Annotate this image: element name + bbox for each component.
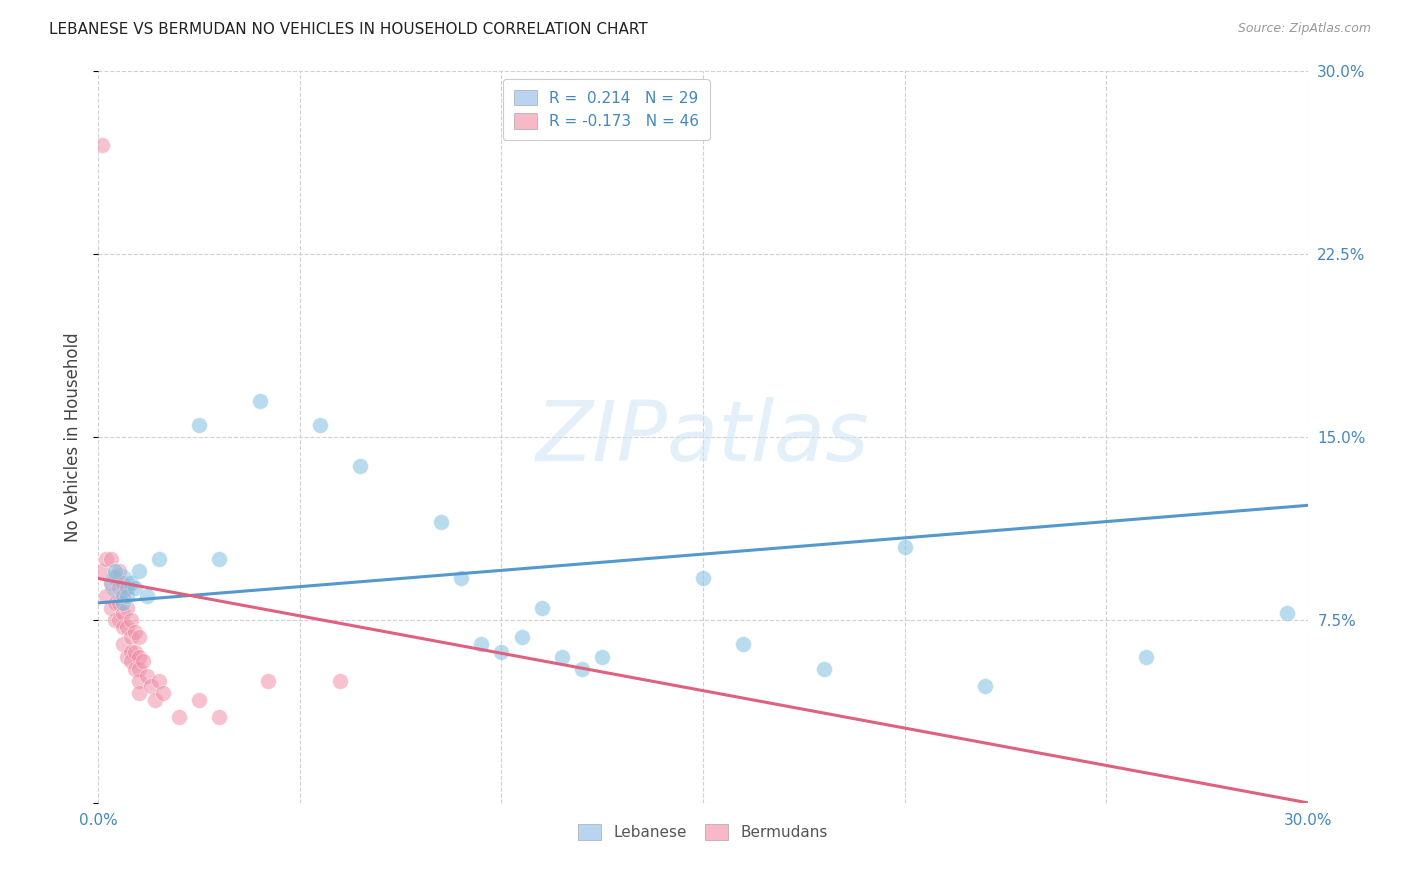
Point [974,679,997,693]
Point [167,710,190,724]
Point [115,649,138,664]
Point [893,540,915,554]
Point [103,572,125,586]
Text: LEBANESE VS BERMUDAN NO VEHICLES IN HOUSEHOLD CORRELATION CHART: LEBANESE VS BERMUDAN NO VEHICLES IN HOUS… [49,22,648,37]
Point [128,673,150,688]
Point [111,589,134,603]
Point [1277,606,1299,620]
Point [132,654,155,668]
Point [591,649,613,664]
Point [103,596,125,610]
Point [120,654,142,668]
Point [329,673,352,688]
Point [111,637,134,651]
Point [813,662,835,676]
Point [188,417,211,432]
Point [510,630,533,644]
Point [124,662,146,676]
Point [107,564,129,578]
Point [107,576,129,591]
Point [103,613,125,627]
Point [107,596,129,610]
Point [111,576,134,591]
Legend: Lebanese, Bermudans: Lebanese, Bermudans [572,818,834,847]
Point [249,393,271,408]
Point [100,552,122,566]
Point [470,637,492,651]
Point [208,552,231,566]
Point [115,600,138,615]
Point [120,645,142,659]
Point [128,564,150,578]
Point [208,710,231,724]
Point [128,630,150,644]
Point [115,589,138,603]
Point [430,516,453,530]
Point [551,649,574,664]
Text: ZIPatlas: ZIPatlas [536,397,870,477]
Point [571,662,593,676]
Point [143,693,166,707]
Point [128,649,150,664]
Point [124,625,146,640]
Point [103,564,125,578]
Point [530,600,553,615]
Point [107,613,129,627]
Point [96,589,118,603]
Point [107,581,129,595]
Point [256,673,278,688]
Point [188,693,211,707]
Point [491,645,513,659]
Point [100,600,122,615]
Y-axis label: No Vehicles in Household: No Vehicles in Household [65,332,83,542]
Point [148,552,170,566]
Point [450,572,472,586]
Point [111,620,134,634]
Point [148,673,170,688]
Point [100,576,122,591]
Point [120,576,142,591]
Point [135,669,157,683]
Text: Source: ZipAtlas.com: Source: ZipAtlas.com [1237,22,1371,36]
Point [733,637,755,651]
Point [120,613,142,627]
Point [111,606,134,620]
Point [349,459,371,474]
Point [128,686,150,700]
Point [309,417,332,432]
Point [139,679,162,693]
Point [91,564,114,578]
Point [124,645,146,659]
Point [152,686,174,700]
Point [120,630,142,644]
Point [124,581,146,595]
Point [135,589,157,603]
Point [115,620,138,634]
Point [1135,649,1157,664]
Point [96,552,118,566]
Point [91,137,114,152]
Point [115,581,138,595]
Point [111,596,134,610]
Point [128,662,150,676]
Point [692,572,714,586]
